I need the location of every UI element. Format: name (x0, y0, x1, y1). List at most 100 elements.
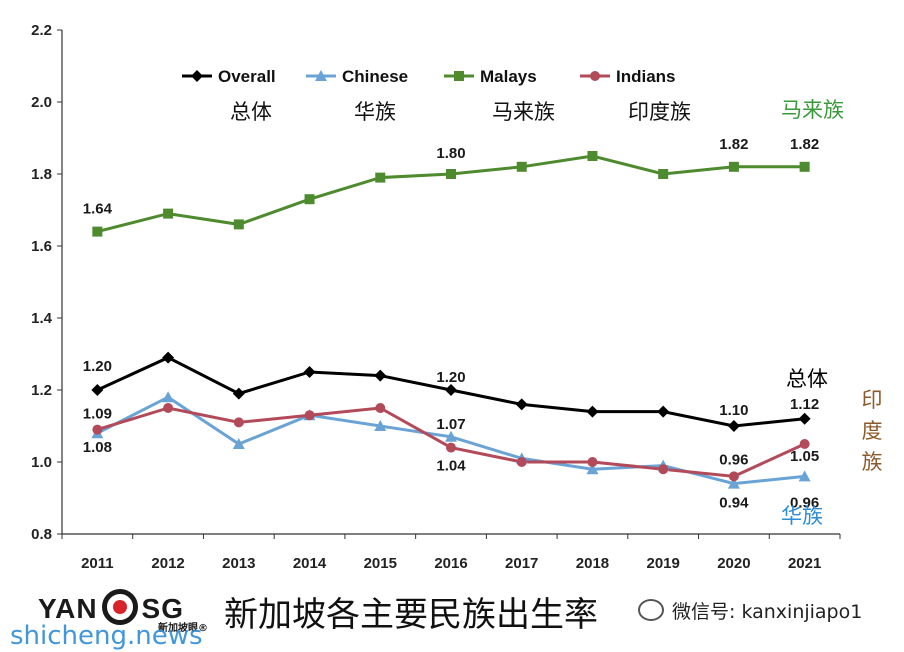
y-tick-label: 1.2 (31, 382, 52, 399)
wechat-icon (638, 599, 664, 621)
legend-marker-overall (191, 70, 203, 82)
y-tick-label: 1.8 (31, 166, 52, 183)
wechat-text: 微信号: kanxinjiapo1 (672, 601, 863, 623)
data-label-chinese: 0.96 (790, 494, 819, 511)
data-label-malays: 1.80 (436, 145, 465, 162)
legend-cn-overall: 总体 (230, 100, 272, 124)
x-tick-label: 2011 (81, 555, 114, 572)
legend-marker-chinese (315, 70, 327, 81)
x-tick-label: 2013 (222, 555, 255, 572)
legend-marker-malays (454, 71, 464, 81)
data-label-malays: 1.82 (719, 136, 748, 153)
legend-marker-indians (590, 71, 600, 81)
point-overall (586, 405, 599, 418)
watermark: shicheng.news (10, 621, 203, 651)
x-tick-label: 2019 (646, 555, 679, 572)
point-chinese (798, 470, 811, 482)
side-label-chinese: 华族 (781, 504, 823, 528)
point-indians (233, 417, 244, 428)
data-label-chinese: 1.07 (436, 416, 465, 433)
y-tick-label: 1.6 (31, 238, 52, 255)
point-chinese (727, 477, 740, 489)
data-label-malays: 1.64 (83, 201, 113, 218)
legend-label-overall: Overall (218, 67, 276, 86)
x-tick-label: 2017 (505, 555, 538, 572)
point-malays (304, 194, 315, 205)
point-indians (728, 471, 739, 482)
point-malays (658, 169, 669, 179)
side-label-indians-char: 印 (862, 388, 883, 412)
x-tick-label: 2012 (151, 555, 184, 572)
data-label-overall: 1.20 (83, 358, 112, 375)
logo-subtitle: 新加坡眼® (158, 623, 208, 634)
logo-eye-icon (101, 589, 138, 625)
data-label-indians: 1.04 (436, 458, 466, 475)
wechat-id: 微信号: kanxinjiapo1 (638, 597, 862, 624)
chart-caption: 新加坡各主要民族出生率 (224, 595, 598, 635)
side-label-overall: 总体 (786, 367, 828, 391)
legend: Overall 总体 Chinese 华族 Malays 马来族 Indians 印度族 (182, 67, 691, 124)
point-indians (163, 403, 174, 413)
point-overall (232, 387, 245, 400)
point-overall (445, 384, 457, 396)
y-tick-label: 1.0 (31, 454, 52, 471)
logo-text-right: SG (141, 593, 185, 624)
point-chinese (586, 463, 599, 475)
point-malays (233, 219, 244, 230)
x-tick-label: 2014 (293, 555, 327, 572)
yansg-logo: YAN SG (38, 589, 184, 625)
point-malays (163, 208, 174, 219)
point-indians (304, 410, 315, 421)
point-overall (91, 384, 104, 396)
point-chinese (232, 438, 245, 449)
point-chinese (445, 430, 457, 442)
point-indians (375, 403, 386, 413)
point-malays (375, 172, 386, 183)
legend-label-malays: Malays (480, 67, 537, 86)
data-label-overall: 1.10 (719, 402, 748, 419)
point-malays (799, 161, 810, 172)
logo-text-left: YAN (38, 593, 98, 624)
y-tick-label: 2.2 (31, 22, 52, 39)
legend-cn-malays: 马来族 (492, 100, 555, 124)
data-label-chinese: 1.08 (83, 439, 112, 456)
y-tick-label: 1.4 (31, 310, 53, 327)
data-label-indians: 1.05 (790, 448, 819, 465)
y-tick-label: 2.0 (31, 94, 52, 111)
data-label-overall: 1.20 (436, 369, 465, 386)
x-tick-label: 2016 (434, 555, 467, 572)
point-overall (798, 412, 811, 425)
x-tick-label: 2020 (717, 555, 750, 572)
point-overall (515, 398, 528, 411)
point-overall (657, 405, 670, 418)
point-indians (799, 439, 810, 449)
legend-label-chinese: Chinese (342, 67, 408, 86)
axes: 0.8 1.0 1.2 1.4 1.6 1.8 2.0 2.2 2011 2012 2013 2014… (31, 22, 841, 572)
point-indians (587, 457, 598, 467)
point-malays (516, 161, 527, 172)
footer: YAN SG 新加坡眼® 新加坡各主要民族出生率 微信号: kanxinjiapo… (0, 575, 904, 652)
point-indians (658, 464, 669, 475)
y-tick-label: 0.8 (31, 526, 52, 543)
x-tick-label: 2015 (364, 555, 397, 572)
data-label-malays: 1.82 (790, 136, 819, 153)
point-overall (303, 366, 316, 378)
x-tick-label: 2021 (788, 555, 821, 572)
x-tick-label: 2018 (576, 555, 609, 572)
point-overall (162, 351, 175, 364)
legend-cn-chinese: 华族 (354, 100, 396, 124)
point-malays (587, 151, 598, 161)
series-markers (91, 151, 811, 489)
point-malays (728, 161, 739, 172)
point-chinese (374, 420, 387, 431)
side-label-indians-char: 度 (862, 419, 883, 443)
point-chinese (162, 391, 175, 403)
point-indians (516, 457, 527, 467)
point-indians (446, 442, 456, 453)
point-malays (446, 169, 456, 179)
point-indians (92, 424, 103, 435)
side-label-indians-char: 族 (862, 450, 883, 474)
data-label-indians: 1.09 (83, 406, 112, 423)
fertility-line-chart: 0.8 1.0 1.2 1.4 1.6 1.8 2.0 2.2 2011 2012 2013 2014… (31, 22, 883, 572)
